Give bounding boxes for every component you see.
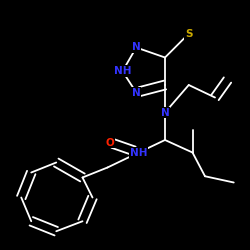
Text: N: N [160,108,170,118]
Text: N: N [132,88,140,98]
Text: O: O [106,138,114,147]
Text: NH: NH [130,148,148,158]
Text: NH: NH [114,66,131,76]
Text: S: S [185,29,192,39]
Text: N: N [132,42,140,52]
